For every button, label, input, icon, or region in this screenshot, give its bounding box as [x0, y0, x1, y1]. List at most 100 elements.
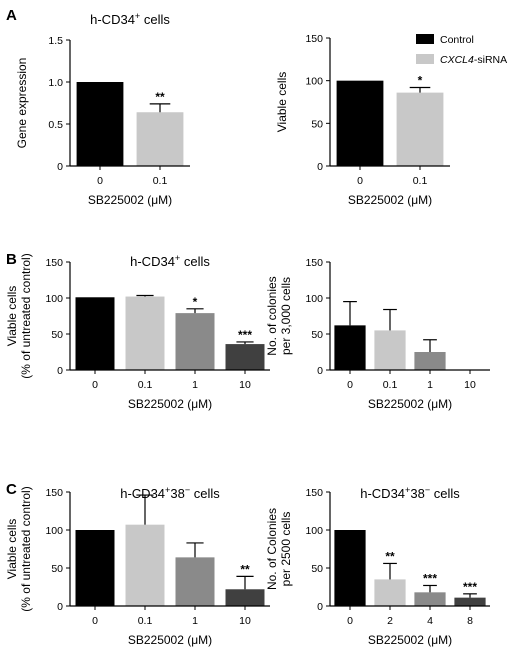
- x-tick-label: 10: [239, 379, 251, 391]
- bar: [75, 530, 115, 606]
- y-tick-label: 50: [51, 563, 63, 575]
- chart-panel-2: 0 * 0.1 0 50 100 150 SB225002 (μM) Viable cells C…: [275, 33, 507, 207]
- significance-label: **: [240, 562, 250, 576]
- chart-title: h-CD34+ cells: [90, 11, 170, 27]
- y-tick-label: 50: [311, 118, 323, 130]
- y-tick-label: 100: [45, 293, 63, 305]
- y-tick-label: 100: [45, 525, 63, 537]
- legend-label: Control: [440, 34, 474, 46]
- x-tick-label: 0.1: [138, 379, 153, 391]
- x-axis-label: SB225002 (μM): [128, 397, 212, 411]
- x-tick-label: 0: [357, 175, 363, 187]
- x-tick-label: 0: [347, 615, 353, 627]
- y-tick-label: 0: [317, 161, 323, 173]
- significance-label: **: [155, 90, 165, 104]
- x-tick-label: 8: [467, 615, 473, 627]
- y-tick-label: 1.5: [48, 35, 63, 47]
- x-tick-label: 0: [92, 379, 98, 391]
- panel-letter: B: [6, 251, 17, 268]
- y-tick-label: 100: [305, 525, 323, 537]
- y-axis-label-line2: (% of untreated control): [19, 253, 33, 378]
- legend-swatch: [416, 54, 434, 64]
- y-axis-label: Viable cells: [5, 519, 19, 579]
- y-tick-label: 150: [45, 487, 63, 499]
- x-axis-label: SB225002 (μM): [88, 193, 172, 207]
- y-axis-label-line2: per 3,000 cells: [279, 277, 293, 355]
- panel-letter: C: [6, 481, 17, 498]
- y-tick-label: 0: [57, 161, 63, 173]
- chart-title: h-CD34+38− cells: [360, 485, 460, 501]
- y-tick-label: 50: [51, 329, 63, 341]
- x-tick-label: 10: [239, 615, 251, 627]
- y-tick-label: 0: [57, 365, 63, 377]
- bar: [336, 80, 384, 166]
- y-tick-label: 150: [305, 257, 323, 269]
- x-tick-label: 4: [427, 615, 433, 627]
- x-tick-label: 1: [427, 379, 433, 391]
- bar: [334, 530, 366, 606]
- panel-letter: A: [6, 7, 17, 24]
- y-axis-label: Viable cells: [275, 72, 289, 132]
- bar: [76, 82, 124, 166]
- y-tick-label: 0: [317, 601, 323, 613]
- y-tick-label: 150: [45, 257, 63, 269]
- y-tick-label: 0.5: [48, 119, 63, 131]
- legend-swatch: [416, 34, 434, 44]
- bar: [175, 313, 215, 370]
- legend: Control CXCL4-siRNA: [416, 34, 507, 66]
- x-tick-label: 0.1: [413, 175, 428, 187]
- x-tick-label: 10: [464, 379, 476, 391]
- chart-title: h-CD34+38− cells: [120, 485, 220, 501]
- significance-label: **: [385, 549, 395, 563]
- bar: [125, 524, 165, 606]
- bar: [374, 330, 406, 370]
- y-tick-label: 0: [57, 601, 63, 613]
- x-tick-label: 0.1: [138, 615, 153, 627]
- y-tick-label: 150: [305, 487, 323, 499]
- y-axis-label: No. of colonies: [265, 276, 279, 355]
- significance-label: *: [193, 295, 198, 309]
- significance-label: ***: [423, 571, 437, 585]
- y-axis-label: Viable cells: [5, 286, 19, 346]
- bar: [396, 92, 444, 166]
- y-axis-label-line2: (% of untreated control): [19, 486, 33, 611]
- bar: [334, 325, 366, 370]
- x-axis-label: SB225002 (μM): [368, 633, 452, 647]
- significance-label: ***: [463, 580, 477, 594]
- y-tick-label: 100: [305, 76, 323, 88]
- bar: [414, 592, 446, 606]
- bar: [414, 352, 446, 370]
- y-tick-label: 50: [311, 563, 323, 575]
- legend-label: CXCL4-siRNA: [440, 54, 507, 66]
- y-axis-label: Gene expression: [15, 58, 29, 149]
- x-axis-label: SB225002 (μM): [368, 397, 452, 411]
- y-tick-label: 1.0: [48, 77, 63, 89]
- x-axis-label: SB225002 (μM): [128, 633, 212, 647]
- chart-title: h-CD34+ cells: [130, 253, 210, 269]
- x-tick-label: 1: [192, 379, 198, 391]
- y-axis-label: No. of Colonies: [265, 508, 279, 590]
- significance-label: *: [418, 73, 423, 87]
- x-tick-label: 0: [347, 379, 353, 391]
- y-tick-label: 100: [305, 293, 323, 305]
- significance-label: ***: [238, 328, 252, 342]
- x-tick-label: 0.1: [153, 175, 168, 187]
- y-tick-label: 0: [317, 365, 323, 377]
- bar: [225, 344, 265, 370]
- x-tick-label: 0: [97, 175, 103, 187]
- y-tick-label: 150: [305, 33, 323, 45]
- x-tick-label: 2: [387, 615, 393, 627]
- bar: [175, 557, 215, 606]
- x-tick-label: 0.1: [383, 379, 398, 391]
- x-tick-label: 0: [92, 615, 98, 627]
- bar: [225, 589, 265, 606]
- y-axis-label-line2: per 2500 cells: [279, 512, 293, 587]
- bar: [454, 597, 486, 606]
- bar: [75, 297, 115, 370]
- bar: [136, 112, 184, 166]
